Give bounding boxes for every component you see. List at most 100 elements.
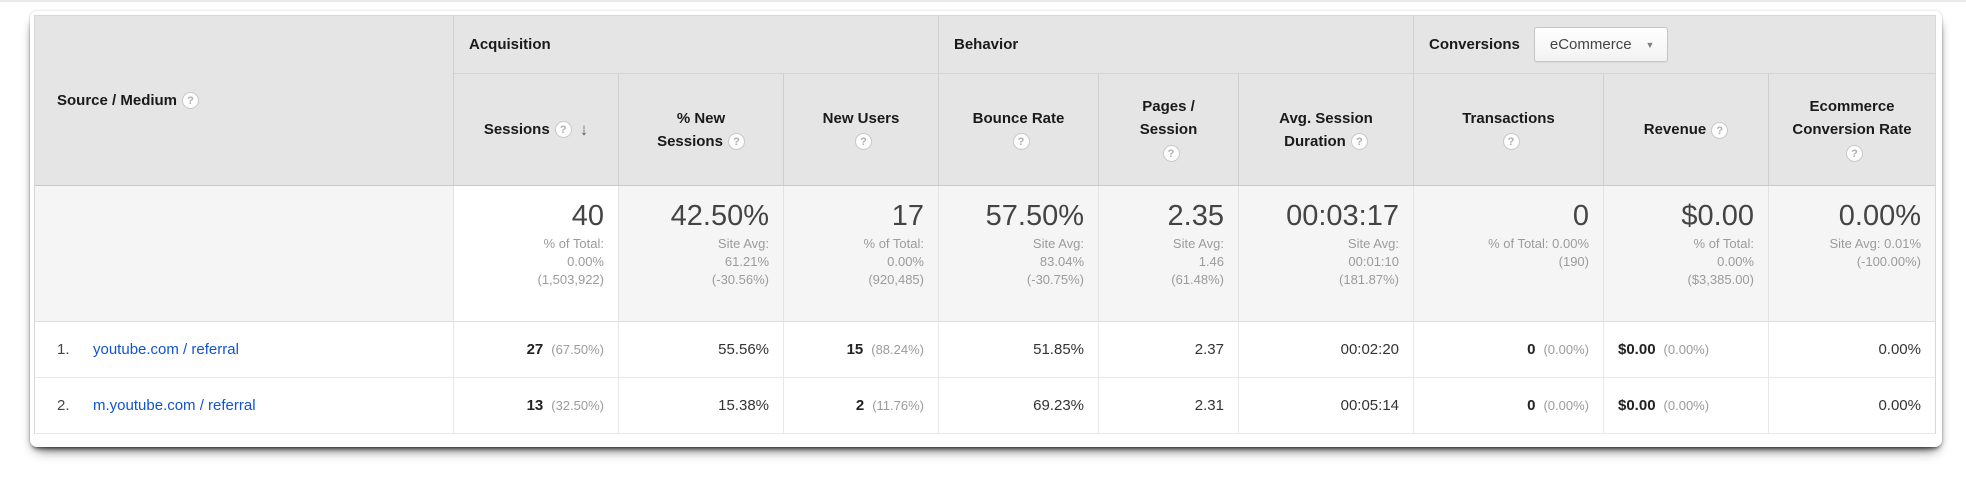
bounce-rate-label: Bounce Rate: [972, 109, 1065, 127]
help-icon[interactable]: ?: [1012, 133, 1030, 151]
conversions-type-value: eCommerce: [1549, 36, 1632, 53]
help-icon[interactable]: ?: [727, 133, 745, 151]
summary-avg-session-duration-subtext: Site Avg: 00:01:10 (181.87%): [1339, 236, 1399, 287]
new-users-percent: (11.76%): [872, 398, 924, 413]
cell-sessions: 13 (32.50%): [454, 378, 619, 434]
new-users-label: New Users: [822, 109, 900, 127]
column-header-ecommerce-conversion-rate[interactable]: Ecommerce Conversion Rate?: [1769, 74, 1935, 186]
cell-ecommerce-conversion-rate: 0.00%: [1769, 378, 1935, 434]
sessions-percent: (67.50%): [551, 342, 604, 357]
cell-transactions: 0 (0.00%): [1414, 322, 1604, 378]
conversions-type-dropdown[interactable]: eCommerce ▼: [1533, 27, 1669, 62]
sessions-value: 27: [526, 341, 544, 358]
sort-descending-icon: ↓: [579, 120, 589, 140]
help-icon[interactable]: ?: [182, 92, 200, 109]
summary-transactions-subtext: % of Total: 0.00% (190): [1488, 236, 1589, 269]
help-icon[interactable]: ?: [1502, 133, 1520, 151]
bounce-rate-value: 69.23%: [1033, 397, 1084, 414]
cell-ecommerce-conversion-rate: 0.00%: [1769, 322, 1935, 378]
behavior-label: Behavior: [954, 36, 1019, 53]
transactions-percent: (0.00%): [1543, 342, 1589, 357]
summary-source-medium: [35, 186, 454, 322]
summary-revenue: $0.00 % of Total: 0.00% ($3,385.00): [1604, 186, 1769, 322]
summary-new-sessions-value: 42.50%: [670, 200, 769, 232]
report-card: Source / Medium ? Acquisition Behavior C…: [30, 11, 1942, 447]
column-header-transactions[interactable]: Transactions?: [1414, 74, 1604, 186]
pages-session-value: 2.31: [1194, 397, 1224, 414]
column-header-new-sessions[interactable]: % New Sessions?: [619, 74, 784, 186]
column-header-revenue[interactable]: Revenue?: [1604, 74, 1769, 186]
avg-session-duration-value: 00:02:20: [1340, 341, 1399, 358]
new-sessions-value: 15.38%: [718, 397, 769, 414]
column-header-sessions[interactable]: Sessions? ↓: [454, 74, 619, 186]
summary-pages-session-value: 2.35: [1167, 200, 1224, 232]
help-icon[interactable]: ?: [855, 133, 872, 151]
transactions-value: 0: [1527, 397, 1536, 414]
bounce-rate-value: 51.85%: [1033, 341, 1084, 358]
cell-new-users: 2 (11.76%): [784, 378, 939, 434]
sessions-label: Sessions: [483, 120, 550, 138]
transactions-label: Transactions: [1462, 109, 1555, 127]
pages-session-value: 2.37: [1194, 341, 1224, 358]
dropdown-arrow-icon: ▼: [1645, 39, 1655, 50]
ecommerce-conversion-rate-label: Ecommerce Conversion Rate: [1792, 98, 1912, 138]
column-header-source-medium[interactable]: Source / Medium ?: [35, 16, 454, 186]
summary-sessions-subtext: % of Total: 0.00% (1,503,922): [537, 236, 605, 287]
source-medium-link[interactable]: m.youtube.com / referral: [93, 397, 256, 414]
new-sessions-value: 55.56%: [718, 341, 769, 358]
revenue-value: $0.00: [1618, 397, 1656, 414]
summary-revenue-value: $0.00: [1681, 200, 1754, 232]
revenue-percent: (0.00%): [1663, 398, 1710, 413]
cell-bounce-rate: 69.23%: [939, 378, 1099, 434]
summary-bounce-rate: 57.50% Site Avg: 83.04% (-30.75%): [939, 186, 1099, 322]
cell-transactions: 0 (0.00%): [1414, 378, 1604, 434]
summary-avg-session-duration: 00:03:17 Site Avg: 00:01:10 (181.87%): [1239, 186, 1414, 322]
ecommerce-conversion-rate-value: 0.00%: [1878, 341, 1921, 358]
cell-bounce-rate: 51.85%: [939, 322, 1099, 378]
summary-revenue-subtext: % of Total: 0.00% ($3,385.00): [1687, 236, 1755, 287]
summary-new-users-value: 17: [891, 200, 924, 232]
transactions-percent: (0.00%): [1543, 398, 1589, 413]
cell-source-medium: 1. youtube.com / referral: [35, 322, 454, 378]
column-header-bounce-rate[interactable]: Bounce Rate?: [939, 74, 1099, 186]
summary-ecommerce-conversion-rate-value: 0.00%: [1838, 200, 1921, 232]
revenue-value: $0.00: [1618, 341, 1656, 358]
column-header-avg-session-duration[interactable]: Avg. Session Duration?: [1239, 74, 1414, 186]
page-top-divider: [0, 0, 1966, 2]
summary-new-users: 17 % of Total: 0.00% (920,485): [784, 186, 939, 322]
help-icon[interactable]: ?: [1162, 144, 1180, 162]
column-header-new-users[interactable]: New Users?: [784, 74, 939, 186]
new-users-percent: (88.24%): [871, 342, 924, 357]
source-medium-link[interactable]: youtube.com / referral: [93, 341, 239, 358]
cell-new-users: 15 (88.24%): [784, 322, 939, 378]
ecommerce-conversion-rate-value: 0.00%: [1878, 397, 1921, 414]
help-icon[interactable]: ?: [1846, 144, 1863, 162]
avg-session-duration-value: 00:05:14: [1340, 397, 1399, 414]
help-icon[interactable]: ?: [1711, 121, 1729, 139]
new-users-value: 2: [855, 397, 865, 414]
summary-new-users-subtext: % of Total: 0.00% (920,485): [863, 236, 924, 287]
summary-ecommerce-conversion-rate-subtext: Site Avg: 0.01% (-100.00%): [1829, 236, 1921, 269]
summary-pages-session-subtext: Site Avg: 1.46 (61.48%): [1171, 236, 1224, 287]
cell-avg-session-duration: 00:05:14: [1239, 378, 1414, 434]
summary-sessions: 40 % of Total: 0.00% (1,503,922): [454, 186, 619, 322]
summary-transactions: 0 % of Total: 0.00% (190): [1414, 186, 1604, 322]
cell-pages-session: 2.37: [1099, 322, 1239, 378]
help-icon[interactable]: ?: [1350, 133, 1368, 151]
cell-revenue: $0.00 (0.00%): [1604, 322, 1769, 378]
summary-avg-session-duration-value: 00:03:17: [1286, 200, 1399, 232]
sessions-value: 13: [526, 397, 544, 414]
revenue-percent: (0.00%): [1663, 342, 1710, 357]
cell-pages-session: 2.31: [1099, 378, 1239, 434]
cell-source-medium: 2. m.youtube.com / referral: [35, 378, 454, 434]
group-header-acquisition: Acquisition: [454, 16, 939, 74]
column-header-pages-session[interactable]: Pages / Session?: [1099, 74, 1239, 186]
new-users-value: 15: [846, 341, 864, 358]
summary-ecommerce-conversion-rate: 0.00% Site Avg: 0.01% (-100.00%): [1769, 186, 1935, 322]
summary-bounce-rate-value: 57.50%: [985, 200, 1084, 232]
group-header-behavior: Behavior: [939, 16, 1414, 74]
help-icon[interactable]: ?: [554, 121, 572, 139]
summary-bounce-rate-subtext: Site Avg: 83.04% (-30.75%): [1026, 236, 1084, 287]
source-medium-label: Source / Medium: [57, 92, 178, 109]
